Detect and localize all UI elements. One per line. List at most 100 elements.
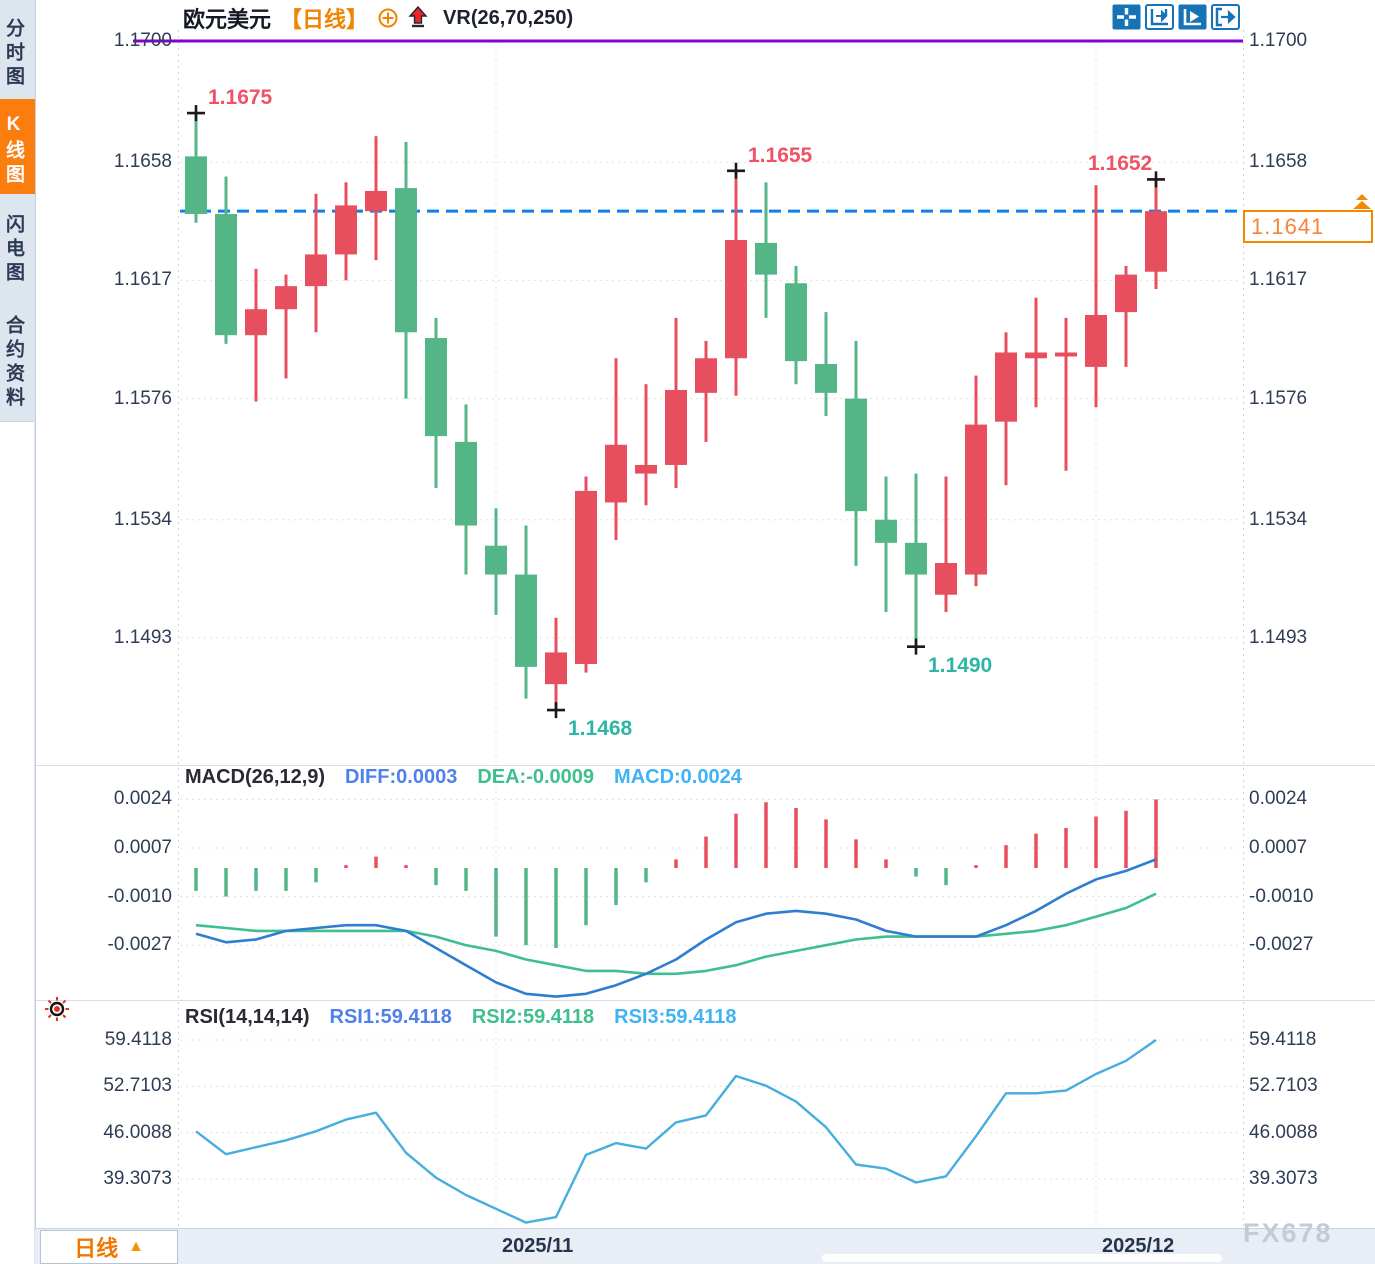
rsi-axis-label: 46.0088 <box>1249 1121 1318 1143</box>
macd-histogram-bar <box>584 868 588 926</box>
up-trend-arrow-icon[interactable] <box>408 6 428 30</box>
macd-histogram-bar <box>884 859 888 868</box>
macd-histogram-bar <box>374 856 378 868</box>
candle-body <box>1115 274 1137 313</box>
sidebar-item-timeline-chart[interactable]: 分时图 <box>0 2 35 97</box>
current-price-value: 1.1641 <box>1251 213 1325 239</box>
macd-histogram-bar <box>344 865 348 868</box>
candle-wick <box>884 476 888 613</box>
macd-histogram-bar <box>1094 816 1098 868</box>
candle-body <box>935 563 957 595</box>
candle-body <box>875 519 897 543</box>
macd-axis-label: -0.0027 <box>107 934 172 956</box>
price-axis-label: 1.1658 <box>1249 151 1308 173</box>
macd-dea-value: DEA:-0.0009 <box>477 766 595 788</box>
watermark: FX678 <box>1243 1218 1333 1248</box>
macd-histogram-bar <box>254 868 258 891</box>
candle-body <box>245 309 267 336</box>
macd-axis-label: -0.0027 <box>1249 934 1314 956</box>
macd-diff-value: DIFF:0.0003 <box>345 766 458 788</box>
price-axis-label: 1.1700 <box>1249 30 1308 51</box>
price-axis-label: 1.1534 <box>113 508 172 530</box>
candle-body <box>995 352 1017 422</box>
candle-body <box>275 286 297 310</box>
candle-body <box>605 444 627 503</box>
macd-histogram-bar <box>284 868 288 891</box>
price-axis-label: 1.1493 <box>1249 627 1308 648</box>
jump-to-latest-tool-button[interactable] <box>1211 4 1240 30</box>
price-annotation: 1.1652 <box>1088 152 1153 176</box>
rsi-axis-label: 52.7103 <box>1249 1075 1318 1097</box>
candle-body <box>1025 352 1047 359</box>
macd-value: MACD:0.0024 <box>614 766 742 788</box>
date-axis-label: 2025/11 <box>502 1235 574 1257</box>
macd-axis-label: 0.0024 <box>1249 788 1308 810</box>
macd-histogram-bar <box>434 868 438 886</box>
price-axis-label: 1.1617 <box>113 269 172 291</box>
price-axis-label: 1.1534 <box>1249 508 1308 530</box>
candle-wick <box>1124 265 1128 367</box>
candle-body <box>575 490 597 664</box>
timeframe-tag: 【日线】 <box>280 7 369 32</box>
price-up-arrow-icon <box>1352 194 1372 210</box>
price-axis-label: 1.1658 <box>113 151 172 173</box>
rsi2-value: RSI2:59.4118 <box>471 1006 595 1028</box>
macd-histogram-bar <box>794 807 798 868</box>
price-annotation: 1.1675 <box>208 86 273 110</box>
sidebar-item-contract-info[interactable]: 合约资料 <box>0 297 35 419</box>
candle-body <box>515 574 537 667</box>
price-axis-label: 1.1576 <box>113 387 172 409</box>
macd-diff-line <box>195 858 1157 998</box>
macd-histogram-bar <box>494 868 498 937</box>
macd-title: MACD(26,12,9) <box>185 766 326 788</box>
indicator-settings-sun-icon[interactable] <box>44 996 70 1022</box>
extreme-marker-cross <box>547 702 565 719</box>
macd-axis-label: 0.0024 <box>113 788 172 810</box>
macd-histogram-bar <box>1004 845 1008 868</box>
timeframe-selector-label: 日线 <box>74 1236 119 1261</box>
macd-axis-label: -0.0010 <box>1249 885 1314 907</box>
crosshair-tool-button[interactable] <box>1112 4 1141 30</box>
candle-body <box>365 190 387 212</box>
auto-scroll-tool-button[interactable] <box>1178 4 1207 30</box>
timeframe-selector[interactable]: 日线 ▲ <box>40 1230 178 1264</box>
candle-body <box>425 338 447 437</box>
candle-body <box>185 156 207 215</box>
macd-dea-line <box>195 892 1157 976</box>
macd-histogram-bar <box>974 865 978 868</box>
macd-axis-label: 0.0007 <box>113 836 172 858</box>
macd-histogram-bar <box>764 802 768 868</box>
extreme-marker-cross <box>1147 171 1165 188</box>
extreme-marker-cross <box>727 162 745 179</box>
macd-histogram-bar <box>674 859 678 868</box>
macd-histogram-bar <box>224 868 228 897</box>
symbol-title: 欧元美元 <box>183 7 272 32</box>
fit-axis-tool-button[interactable] <box>1145 4 1174 30</box>
add-indicator-icon[interactable] <box>377 7 399 29</box>
candle-wick <box>1064 317 1068 471</box>
macd-header: MACD(26,12,9) DIFF:0.0003 DEA:-0.0009 MA… <box>185 766 742 789</box>
rsi-axis-label: 59.4118 <box>104 1029 172 1050</box>
candle-body <box>665 389 687 465</box>
rsi-axis-label: 52.7103 <box>103 1075 172 1097</box>
macd-histogram-bar <box>1064 827 1068 868</box>
price-annotation: 1.1468 <box>568 717 633 741</box>
macd-histogram-bar <box>854 839 858 868</box>
sidebar-empty-panel <box>0 421 34 1264</box>
extreme-marker-cross <box>187 105 205 122</box>
horizontal-scrollbar-thumb[interactable] <box>822 1254 1222 1262</box>
price-annotation: 1.1655 <box>748 143 813 167</box>
rsi-header: RSI(14,14,14) RSI1:59.4118 RSI2:59.4118 … <box>185 1006 737 1029</box>
macd-histogram-bar <box>524 868 528 946</box>
sidebar-item-kline-chart[interactable]: K线图 <box>0 99 35 194</box>
chart-header: 欧元美元 【日线】 VR(26,70,250) <box>183 4 573 32</box>
candle-body <box>695 358 717 393</box>
bottom-bar: 日线 ▲ 2025/11 2025/12 <box>35 1228 1375 1264</box>
rsi-axis-label: 46.0088 <box>103 1121 172 1143</box>
candle-body <box>335 205 357 255</box>
price-axis-label: 1.1576 <box>1249 387 1308 409</box>
sidebar-item-flash-chart[interactable]: 闪电图 <box>0 198 35 293</box>
macd-histogram-bar <box>554 868 558 949</box>
